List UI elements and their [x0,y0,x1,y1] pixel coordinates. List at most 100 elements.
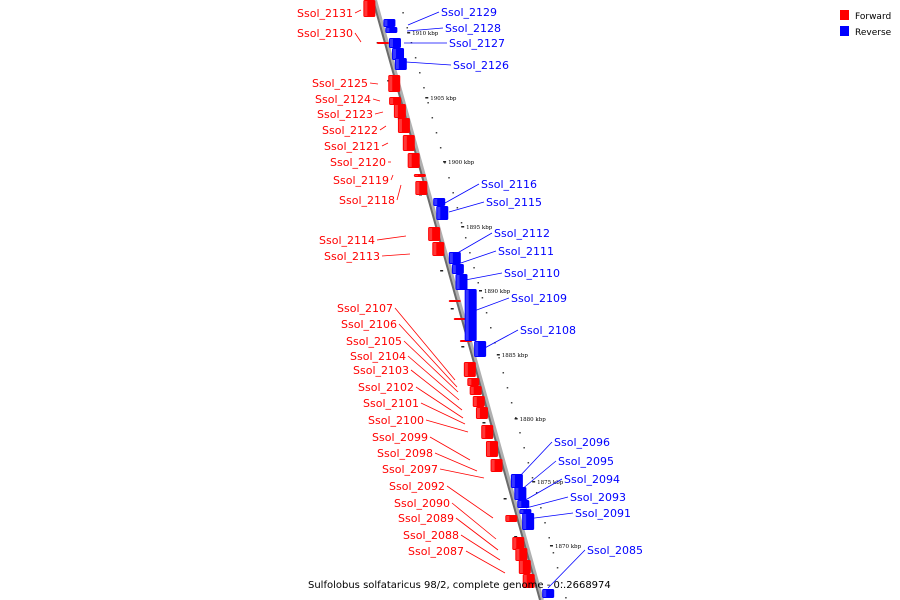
gene-label-ssol-2128[interactable]: Ssol_2128 [445,22,501,35]
scale-dot [477,282,479,284]
forward-gene[interactable] [432,242,445,256]
forward-gene[interactable] [453,318,466,320]
reverse-gene[interactable] [517,500,530,508]
gene-label-ssol-2114[interactable]: Ssol_2114 [319,234,375,247]
gene-label-ssol-2108[interactable]: Ssol_2108 [520,324,576,337]
gene-label-ssol-2091[interactable]: Ssol_2091 [575,507,631,520]
reverse-gene[interactable] [522,513,535,530]
gene-label-ssol-2099[interactable]: Ssol_2099 [372,431,428,444]
gene-label-ssol-2118[interactable]: Ssol_2118 [339,194,395,207]
gene-label-ssol-2126[interactable]: Ssol_2126 [453,59,509,72]
forward-gene[interactable] [485,441,498,457]
forward-gene[interactable] [388,75,401,92]
gene-label-ssol-2115[interactable]: Ssol_2115 [486,196,542,209]
gene-label-ssol-2119[interactable]: Ssol_2119 [333,174,389,187]
gene-label-ssol-2111[interactable]: Ssol_2111 [498,245,554,258]
reverse-gene[interactable] [436,206,449,220]
forward-gene[interactable] [393,104,406,118]
reverse-gene[interactable] [392,48,405,60]
gene-label-ssol-2116[interactable]: Ssol_2116 [481,178,537,191]
reverse-gene[interactable] [433,198,446,206]
gene-label-ssol-2088[interactable]: Ssol_2088 [403,529,459,542]
gene-label-ssol-2085[interactable]: Ssol_2085 [587,544,643,557]
reverse-gene[interactable] [448,252,461,264]
forward-gene[interactable] [415,181,428,195]
forward-gene[interactable] [407,153,420,168]
forward-gene[interactable] [522,574,535,588]
reverse-gene-body [474,341,487,357]
forward-gene-highlight [470,387,474,394]
gene-label-ssol-2098[interactable]: Ssol_2098 [377,447,433,460]
forward-gene[interactable] [512,537,525,550]
forward-gene[interactable] [413,174,426,177]
gene-label-ssol-2090[interactable]: Ssol_2090 [394,497,450,510]
forward-gene[interactable] [463,362,476,377]
forward-gene[interactable] [428,227,441,241]
gene-label-ssol-2130[interactable]: Ssol_2130 [297,27,353,40]
gene-label-ssol-2094[interactable]: Ssol_2094 [564,473,620,486]
gene-label-ssol-2104[interactable]: Ssol_2104 [350,350,406,363]
gene-label-ssol-2100[interactable]: Ssol_2100 [368,414,424,427]
forward-gene-body [432,242,445,256]
reverse-gene[interactable] [385,27,398,33]
forward-gene-highlight [482,426,486,438]
reverse-gene[interactable] [464,289,477,341]
forward-gene[interactable] [402,135,415,151]
reverse-gene[interactable] [394,58,407,70]
gene-label-ssol-2107[interactable]: Ssol_2107 [337,302,393,315]
forward-gene[interactable] [363,0,376,17]
forward-gene[interactable] [467,378,480,386]
forward-gene[interactable] [389,97,402,105]
forward-gene-highlight [403,136,407,150]
gene-label-ssol-2120[interactable]: Ssol_2120 [330,156,386,169]
gene-label-ssol-2097[interactable]: Ssol_2097 [382,463,438,476]
forward-gene[interactable] [397,118,410,133]
forward-gene[interactable] [518,560,531,574]
gene-label-ssol-2129[interactable]: Ssol_2129 [441,6,497,19]
forward-gene[interactable] [475,407,488,419]
reverse-gene[interactable] [514,487,527,500]
gene-label-ssol-2101[interactable]: Ssol_2101 [363,397,419,410]
reverse-gene[interactable] [542,589,555,598]
forward-gene[interactable] [515,548,528,561]
reverse-gene[interactable] [510,474,523,488]
gene-label-ssol-2103[interactable]: Ssol_2103 [353,364,409,377]
reverse-gene[interactable] [451,264,464,274]
gene-label-ssol-2127[interactable]: Ssol_2127 [449,37,505,50]
reverse-gene[interactable] [455,274,468,290]
gene-label-ssol-2125[interactable]: Ssol_2125 [312,77,368,90]
forward-gene[interactable] [469,386,482,395]
reverse-gene-highlight [384,20,388,26]
forward-gene[interactable] [376,42,389,44]
gene-label-ssol-2122[interactable]: Ssol_2122 [322,124,378,137]
forward-gene[interactable] [481,425,494,439]
gene-label-ssol-2131[interactable]: Ssol_2131 [297,7,353,20]
gene-label-ssol-2095[interactable]: Ssol_2095 [558,455,614,468]
gene-label-ssol-2124[interactable]: Ssol_2124 [315,93,371,106]
gene-label-ssol-2089[interactable]: Ssol_2089 [398,512,454,525]
gene-label-ssol-2087[interactable]: Ssol_2087 [408,545,464,558]
forward-gene[interactable] [490,459,503,472]
gene-label-ssol-2092[interactable]: Ssol_2092 [389,480,445,493]
forward-gene-body [402,135,415,151]
forward-gene[interactable] [505,515,518,522]
gene-label-ssol-2112[interactable]: Ssol_2112 [494,227,550,240]
gene-label-ssol-2102[interactable]: Ssol_2102 [358,381,414,394]
reverse-gene[interactable] [474,341,487,357]
forward-gene[interactable] [448,300,461,302]
gene-label-ssol-2093[interactable]: Ssol_2093 [570,491,626,504]
gene-label-ssol-2096[interactable]: Ssol_2096 [554,436,610,449]
gene-label-ssol-2105[interactable]: Ssol_2105 [346,335,402,348]
gene-label-ssol-2123[interactable]: Ssol_2123 [317,108,373,121]
reverse-gene[interactable] [383,19,396,27]
gene-label-ssol-2121[interactable]: Ssol_2121 [324,140,380,153]
reverse-gene-highlight [456,275,460,289]
reverse-gene[interactable] [388,38,401,48]
gene-label-ssol-2113[interactable]: Ssol_2113 [324,250,380,263]
gene-label-ssol-2106[interactable]: Ssol_2106 [341,318,397,331]
forward-gene[interactable] [472,396,485,407]
gene-label-ssol-2109[interactable]: Ssol_2109 [511,292,567,305]
reverse-gene[interactable] [519,509,532,514]
gene-label-ssol-2110[interactable]: Ssol_2110 [504,267,560,280]
